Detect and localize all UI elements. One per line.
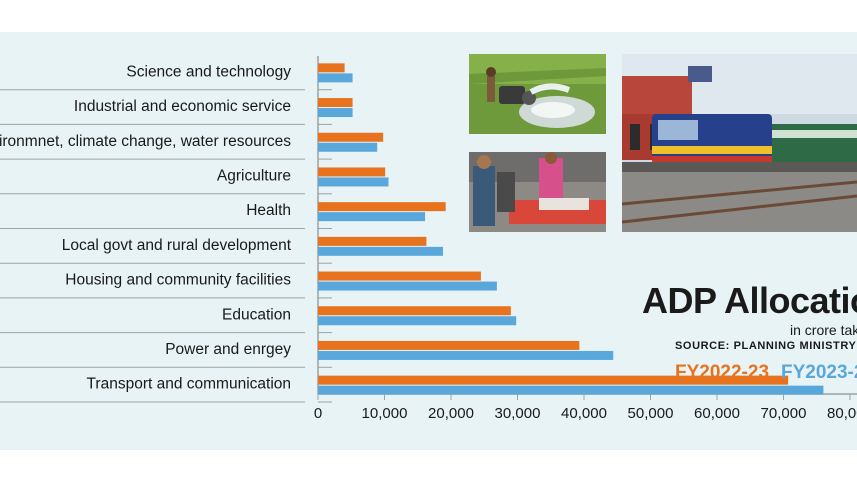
train-photo	[622, 54, 857, 232]
category-label: Science and technology	[126, 63, 291, 80]
category-label: Health	[246, 202, 291, 219]
bar-fy2022-23	[318, 306, 511, 316]
x-tick-label: 30,000	[495, 405, 541, 422]
category-label: Power and enrgey	[165, 341, 291, 358]
category-label: Housing and community facilities	[65, 272, 291, 289]
bar-fy2023-24	[318, 316, 517, 326]
chart-bars	[318, 63, 824, 395]
chart-source: SOURCE: PLANNING MINISTRY	[675, 340, 857, 352]
chart-title-block: ADP Allocation in crore taka SOURCE: PLA…	[600, 280, 857, 400]
x-tick-label: 70,000	[761, 405, 807, 422]
bar-fy2022-23	[318, 375, 789, 385]
bar-chart: Science and technology Industrial and eco…	[0, 56, 857, 422]
x-tick-label: 80,000	[827, 405, 857, 422]
bar-fy2023-24	[318, 246, 444, 256]
legend-entry-fy2022-23: FY2022-23	[675, 362, 770, 383]
chart-title: ADP Allocation	[642, 280, 857, 321]
bar-fy2022-23	[318, 63, 345, 73]
chart-panel: Science and technology Industrial and eco…	[0, 32, 857, 450]
bar-fy2022-23	[318, 167, 386, 177]
category-label: Industrial and economic service	[74, 98, 291, 115]
x-tick-label: 20,000	[428, 405, 474, 422]
category-label: Transport and communication	[87, 376, 291, 393]
x-tick-label: 40,000	[561, 405, 607, 422]
x-tick-label: 50,000	[628, 405, 674, 422]
bar-fy2023-24	[318, 350, 614, 360]
health-photo	[469, 152, 606, 232]
category-label: Environmnet, climate change, water resou…	[0, 133, 291, 150]
bar-fy2022-23	[318, 98, 353, 108]
x-tick-label: 10,000	[362, 405, 408, 422]
bar-fy2022-23	[318, 340, 580, 350]
category-label: Local govt and rural development	[62, 237, 292, 254]
bar-fy2023-24	[318, 142, 378, 152]
bar-fy2022-23	[318, 132, 384, 142]
legend-entry-fy2023-24: FY2023-24	[781, 362, 857, 383]
bar-fy2023-24	[318, 108, 353, 118]
x-tick-labels: 0 10,000 20,000 30,000 40,000 50,000 60,000 70,…	[314, 394, 857, 422]
irrigation-photo	[469, 54, 606, 134]
category-label: Agriculture	[217, 167, 291, 184]
bar-fy2022-23	[318, 236, 427, 246]
bar-fy2022-23	[318, 202, 446, 212]
bar-fy2023-24	[318, 281, 497, 291]
bar-fy2023-24	[318, 212, 426, 222]
category-labels: Science and technology Industrial and eco…	[0, 63, 292, 392]
bar-fy2022-23	[318, 271, 481, 281]
category-label: Education	[222, 306, 291, 323]
bar-fy2023-24	[318, 177, 389, 187]
x-tick-label: 0	[314, 405, 322, 422]
x-tick-label: 60,000	[694, 405, 740, 422]
bar-fy2023-24	[318, 73, 353, 83]
bar-fy2023-24	[318, 385, 824, 395]
chart-subtitle: in crore taka	[790, 322, 857, 338]
